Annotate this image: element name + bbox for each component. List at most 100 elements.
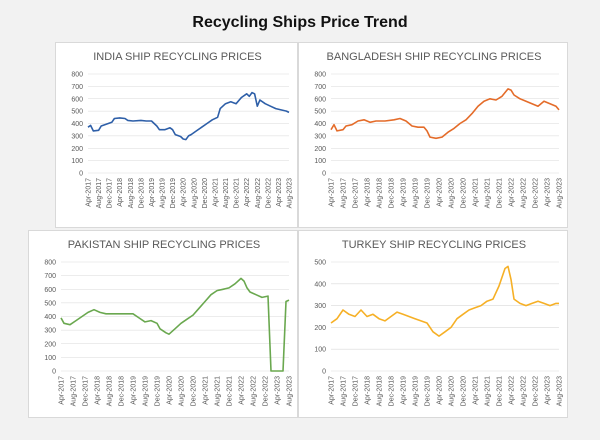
y-tick-label: 700 [71, 84, 83, 91]
x-tick-label: Aug-2020 [191, 178, 198, 208]
y-tick-label: 700 [314, 84, 326, 91]
x-tick-label: Apr-2023 [545, 376, 552, 405]
y-tick-label: 800 [44, 260, 56, 267]
y-tick-label: 0 [79, 171, 83, 178]
x-tick-label: Aug-2021 [485, 376, 492, 406]
y-tick-label: 400 [44, 314, 56, 321]
x-tick-label: Aug-2022 [255, 178, 262, 208]
y-tick-label: 100 [314, 347, 326, 354]
y-tick-label: 300 [314, 133, 326, 140]
chart-title: PAKISTAN SHIP RECYCLING PRICES [68, 239, 261, 251]
y-tick-label: 400 [314, 281, 326, 288]
x-tick-label: Aug-2023 [287, 178, 294, 208]
x-tick-label: Aug-2017 [341, 178, 348, 208]
y-tick-label: 600 [314, 96, 326, 103]
y-tick-label: 0 [322, 369, 326, 376]
x-tick-label: Aug-2018 [107, 376, 114, 406]
x-tick-label: Apr-2023 [276, 178, 283, 207]
x-tick-label: Aug-2019 [160, 178, 167, 208]
y-tick-label: 100 [44, 355, 56, 362]
series-line [330, 88, 560, 140]
y-tick-label: 300 [314, 303, 326, 310]
x-tick-label: Aug-2021 [215, 376, 222, 406]
x-tick-label: Apr-2018 [365, 178, 372, 207]
x-tick-label: Apr-2022 [239, 376, 246, 405]
x-tick-label: Dec-2018 [389, 376, 396, 406]
page-title: Recycling Ships Price Trend [192, 14, 408, 31]
y-tick-label: 200 [71, 146, 83, 153]
x-tick-label: Apr-2018 [95, 376, 102, 405]
y-tick-label: 500 [314, 260, 326, 267]
x-tick-label: Aug-2022 [251, 376, 258, 406]
x-tick-label: Aug-2020 [449, 178, 456, 208]
y-tick-label: 200 [314, 325, 326, 332]
x-tick-label: Aug-2020 [179, 376, 186, 406]
series-line [330, 265, 559, 337]
y-tick-label: 600 [44, 287, 56, 294]
x-tick-label: Apr-2021 [203, 376, 210, 405]
x-tick-label: Aug-2021 [223, 178, 230, 208]
chart-title: BANGLADESH SHIP RECYCLING PRICES [327, 51, 542, 63]
x-tick-label: Dec-2018 [138, 178, 145, 208]
x-tick-label: Dec-2020 [191, 376, 198, 406]
chart-title: TURKEY SHIP RECYCLING PRICES [342, 239, 526, 251]
x-tick-label: Dec-2018 [119, 376, 126, 406]
y-tick-label: 800 [314, 72, 326, 79]
x-tick-label: Aug-2023 [557, 178, 564, 208]
x-tick-label: Apr-2018 [365, 376, 372, 405]
x-tick-label: Dec-2021 [227, 376, 234, 406]
y-tick-label: 100 [314, 158, 326, 165]
x-tick-label: Aug-2019 [413, 178, 420, 208]
chart-title: INDIA SHIP RECYCLING PRICES [93, 51, 262, 63]
x-tick-label: Apr-2020 [181, 178, 188, 207]
x-tick-label: Apr-2021 [473, 178, 480, 207]
turkey-chart-panel: TURKEY SHIP RECYCLING PRICES 0 100 200 300 40… [298, 230, 568, 418]
chart-svg: TURKEY SHIP RECYCLING PRICES 0 100 200 300 40… [314, 239, 564, 406]
x-tick-label: Aug-2022 [521, 376, 528, 406]
series-line [60, 277, 290, 372]
y-tick-label: 400 [314, 121, 326, 128]
x-tick-label: Dec-2020 [461, 178, 468, 208]
x-tick-label: Dec-2021 [234, 178, 241, 208]
y-tick-label: 500 [44, 300, 56, 307]
x-tick-label: Apr-2019 [401, 178, 408, 207]
x-tick-label: Aug-2019 [143, 376, 150, 406]
y-tick-label: 600 [71, 96, 83, 103]
y-tick-label: 300 [44, 328, 56, 335]
x-tick-label: Aug-2017 [341, 376, 348, 406]
x-tick-label: Dec-2020 [461, 376, 468, 406]
x-tick-label: Aug-2018 [128, 178, 135, 208]
x-tick-label: Apr-2021 [212, 178, 219, 207]
x-tick-label: Aug-2020 [449, 376, 456, 406]
x-tick-label: Apr-2018 [117, 178, 124, 207]
y-tick-label: 500 [314, 109, 326, 116]
y-tick-label: 300 [71, 133, 83, 140]
series-line [87, 91, 290, 141]
x-tick-label: Apr-2020 [167, 376, 174, 405]
x-tick-label: Apr-2022 [244, 178, 251, 207]
x-tick-label: Apr-2017 [86, 178, 93, 207]
chart-svg: BANGLADESH SHIP RECYCLING PRICES 0 100 200 3… [314, 51, 564, 208]
x-tick-label: Dec-2017 [83, 376, 90, 406]
x-tick-label: Aug-2023 [557, 376, 564, 406]
x-tick-label: Dec-2020 [202, 178, 209, 208]
x-tick-label: Apr-2022 [509, 376, 516, 405]
x-tick-label: Aug-2017 [71, 376, 78, 406]
pakistan-chart-panel: PAKISTAN SHIP RECYCLING PRICES 0 100 200 300… [28, 230, 298, 418]
x-tick-label: Apr-2019 [149, 178, 156, 207]
x-tick-label: Aug-2019 [413, 376, 420, 406]
india-chart-panel: INDIA SHIP RECYCLING PRICES 0 100 200 300 400… [55, 42, 298, 228]
y-tick-label: 200 [44, 341, 56, 348]
chart-svg: PAKISTAN SHIP RECYCLING PRICES 0 100 200 300… [44, 239, 294, 406]
x-tick-label: Aug-2021 [485, 178, 492, 208]
x-tick-label: Aug-2023 [287, 376, 294, 406]
x-tick-label: Apr-2019 [131, 376, 138, 405]
x-tick-label: Apr-2017 [59, 376, 66, 405]
y-tick-label: 700 [44, 273, 56, 280]
x-tick-label: Aug-2018 [377, 376, 384, 406]
x-tick-label: Aug-2018 [377, 178, 384, 208]
x-tick-label: Dec-2019 [425, 376, 432, 406]
y-tick-label: 400 [71, 121, 83, 128]
y-tick-label: 100 [71, 158, 83, 165]
x-tick-label: Dec-2019 [155, 376, 162, 406]
